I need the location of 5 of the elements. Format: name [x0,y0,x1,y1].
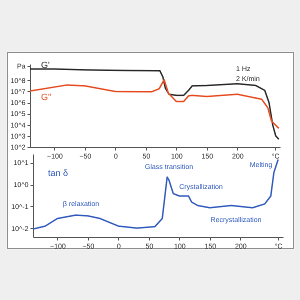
series-label: G' [41,60,50,70]
text: tan δ [48,168,68,178]
series-label: G'' [41,92,52,102]
line-series [30,68,280,140]
line-series [33,158,279,230]
